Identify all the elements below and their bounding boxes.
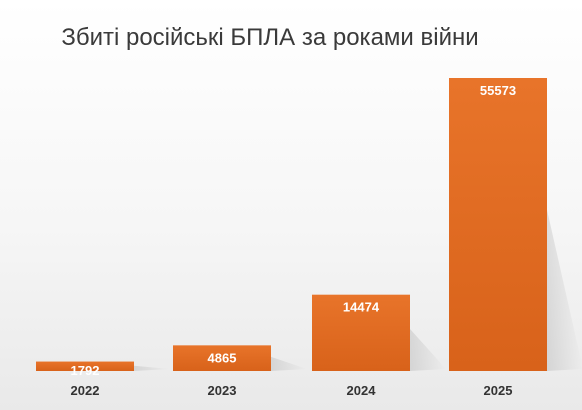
bars-group — [36, 78, 547, 371]
data-label-2023: 4865 — [208, 350, 237, 365]
data-label-2024: 14474 — [343, 300, 380, 315]
bar-shadow — [271, 356, 307, 371]
data-labels-group: 1792 4865 14474 55573 — [71, 83, 517, 378]
bar-2022 — [36, 361, 134, 371]
x-tick-label-2022: 2022 — [71, 383, 100, 398]
data-label-2022: 1792 — [71, 363, 100, 378]
x-tick-label-2024: 2024 — [347, 383, 377, 398]
bar-2024 — [312, 294, 410, 371]
x-tick-label-2025: 2025 — [484, 383, 513, 398]
bar-shadow — [410, 329, 446, 371]
x-tick-label-2023: 2023 — [208, 383, 237, 398]
x-axis-ticks: 2022 2023 2024 2025 — [71, 383, 513, 398]
bar-shadows — [134, 209, 582, 371]
bar-shadow — [547, 209, 582, 371]
data-label-2025: 55573 — [480, 83, 516, 98]
bar-shadow — [134, 365, 170, 371]
chart-title: Збиті російські БПЛА за роками війни — [61, 24, 479, 51]
bar-2023 — [173, 345, 271, 371]
bar-2025 — [449, 78, 547, 371]
